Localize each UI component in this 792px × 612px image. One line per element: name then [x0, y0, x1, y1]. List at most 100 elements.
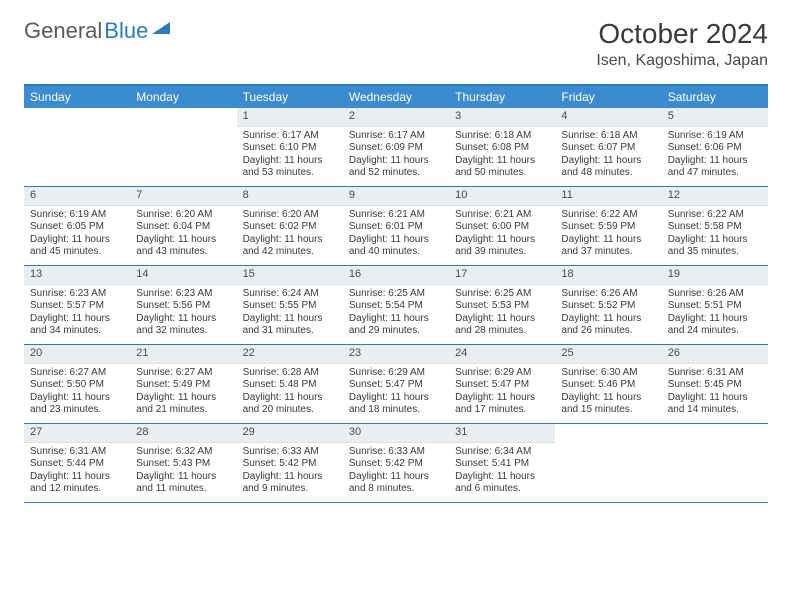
day-header: Wednesday: [343, 86, 449, 108]
day-line: Daylight: 11 hours and 6 minutes.: [455, 471, 549, 496]
day-line: Sunrise: 6:29 AM: [349, 367, 443, 380]
day-body: Sunrise: 6:29 AMSunset: 5:47 PMDaylight:…: [343, 364, 449, 421]
day-line: Daylight: 11 hours and 39 minutes.: [455, 234, 549, 259]
week-row: 6Sunrise: 6:19 AMSunset: 6:05 PMDaylight…: [24, 187, 768, 266]
day-line: Daylight: 11 hours and 9 minutes.: [243, 471, 337, 496]
day-body: Sunrise: 6:24 AMSunset: 5:55 PMDaylight:…: [237, 285, 343, 342]
day-header: Saturday: [662, 86, 768, 108]
day-body: [130, 127, 236, 134]
logo-triangle-icon: [152, 22, 170, 34]
day-header: Tuesday: [237, 86, 343, 108]
calendar-cell: 16Sunrise: 6:25 AMSunset: 5:54 PMDayligh…: [343, 266, 449, 344]
day-line: Daylight: 11 hours and 53 minutes.: [243, 155, 337, 180]
day-line: Sunrise: 6:31 AM: [668, 367, 762, 380]
day-line: Daylight: 11 hours and 34 minutes.: [30, 313, 124, 338]
calendar-cell: 23Sunrise: 6:29 AMSunset: 5:47 PMDayligh…: [343, 345, 449, 423]
day-body: Sunrise: 6:27 AMSunset: 5:50 PMDaylight:…: [24, 364, 130, 421]
day-line: Daylight: 11 hours and 21 minutes.: [136, 392, 230, 417]
day-line: Daylight: 11 hours and 40 minutes.: [349, 234, 443, 259]
week-row: 13Sunrise: 6:23 AMSunset: 5:57 PMDayligh…: [24, 266, 768, 345]
title-block: October 2024 Isen, Kagoshima, Japan: [596, 18, 768, 70]
logo: GeneralBlue: [24, 18, 170, 44]
day-line: Sunset: 5:41 PM: [455, 458, 549, 471]
day-number: 16: [343, 266, 449, 285]
calendar-cell: 1Sunrise: 6:17 AMSunset: 6:10 PMDaylight…: [237, 108, 343, 186]
day-line: Sunrise: 6:19 AM: [30, 209, 124, 222]
day-line: Sunset: 5:42 PM: [349, 458, 443, 471]
day-body: Sunrise: 6:30 AMSunset: 5:46 PMDaylight:…: [555, 364, 661, 421]
day-body: Sunrise: 6:33 AMSunset: 5:42 PMDaylight:…: [237, 443, 343, 500]
day-line: Sunset: 6:05 PM: [30, 221, 124, 234]
day-header: Sunday: [24, 86, 130, 108]
day-number: 8: [237, 187, 343, 206]
day-number: 22: [237, 345, 343, 364]
day-line: Daylight: 11 hours and 43 minutes.: [136, 234, 230, 259]
day-number: 17: [449, 266, 555, 285]
calendar-cell: 10Sunrise: 6:21 AMSunset: 6:00 PMDayligh…: [449, 187, 555, 265]
day-line: Sunrise: 6:23 AM: [30, 288, 124, 301]
day-line: Daylight: 11 hours and 18 minutes.: [349, 392, 443, 417]
day-number: 25: [555, 345, 661, 364]
day-body: Sunrise: 6:23 AMSunset: 5:56 PMDaylight:…: [130, 285, 236, 342]
day-body: [662, 443, 768, 450]
day-line: Sunset: 5:44 PM: [30, 458, 124, 471]
day-number: 27: [24, 424, 130, 443]
calendar-cell: 26Sunrise: 6:31 AMSunset: 5:45 PMDayligh…: [662, 345, 768, 423]
day-line: Daylight: 11 hours and 50 minutes.: [455, 155, 549, 180]
day-number: 2: [343, 108, 449, 127]
calendar-cell: 22Sunrise: 6:28 AMSunset: 5:48 PMDayligh…: [237, 345, 343, 423]
day-body: Sunrise: 6:18 AMSunset: 6:07 PMDaylight:…: [555, 127, 661, 184]
day-body: Sunrise: 6:17 AMSunset: 6:10 PMDaylight:…: [237, 127, 343, 184]
calendar-cell: 11Sunrise: 6:22 AMSunset: 5:59 PMDayligh…: [555, 187, 661, 265]
day-line: Sunrise: 6:23 AM: [136, 288, 230, 301]
day-line: Sunset: 5:46 PM: [561, 379, 655, 392]
day-body: Sunrise: 6:25 AMSunset: 5:54 PMDaylight:…: [343, 285, 449, 342]
day-line: Sunrise: 6:18 AM: [455, 130, 549, 143]
day-line: Daylight: 11 hours and 37 minutes.: [561, 234, 655, 259]
calendar-cell: 2Sunrise: 6:17 AMSunset: 6:09 PMDaylight…: [343, 108, 449, 186]
day-body: Sunrise: 6:31 AMSunset: 5:45 PMDaylight:…: [662, 364, 768, 421]
day-body: Sunrise: 6:28 AMSunset: 5:48 PMDaylight:…: [237, 364, 343, 421]
day-line: Daylight: 11 hours and 15 minutes.: [561, 392, 655, 417]
day-header: Thursday: [449, 86, 555, 108]
day-number: 28: [130, 424, 236, 443]
day-line: Sunset: 5:51 PM: [668, 300, 762, 313]
day-line: Sunrise: 6:18 AM: [561, 130, 655, 143]
day-line: Sunrise: 6:33 AM: [243, 446, 337, 459]
day-body: Sunrise: 6:20 AMSunset: 6:04 PMDaylight:…: [130, 206, 236, 263]
day-number: 30: [343, 424, 449, 443]
day-line: Sunrise: 6:34 AM: [455, 446, 549, 459]
day-body: Sunrise: 6:34 AMSunset: 5:41 PMDaylight:…: [449, 443, 555, 500]
day-body: Sunrise: 6:29 AMSunset: 5:47 PMDaylight:…: [449, 364, 555, 421]
day-header: Friday: [555, 86, 661, 108]
day-line: Daylight: 11 hours and 28 minutes.: [455, 313, 549, 338]
day-line: Sunset: 6:08 PM: [455, 142, 549, 155]
day-number: 18: [555, 266, 661, 285]
calendar-cell: 27Sunrise: 6:31 AMSunset: 5:44 PMDayligh…: [24, 424, 130, 502]
day-line: Sunset: 5:58 PM: [668, 221, 762, 234]
calendar-cell: 24Sunrise: 6:29 AMSunset: 5:47 PMDayligh…: [449, 345, 555, 423]
day-line: Daylight: 11 hours and 20 minutes.: [243, 392, 337, 417]
day-body: Sunrise: 6:19 AMSunset: 6:06 PMDaylight:…: [662, 127, 768, 184]
day-line: Sunrise: 6:33 AM: [349, 446, 443, 459]
page-title: October 2024: [596, 18, 768, 50]
day-line: Sunset: 5:50 PM: [30, 379, 124, 392]
day-number: 5: [662, 108, 768, 127]
day-body: Sunrise: 6:31 AMSunset: 5:44 PMDaylight:…: [24, 443, 130, 500]
day-line: Sunset: 5:53 PM: [455, 300, 549, 313]
day-line: Sunset: 5:49 PM: [136, 379, 230, 392]
calendar-cell: 4Sunrise: 6:18 AMSunset: 6:07 PMDaylight…: [555, 108, 661, 186]
day-line: Sunrise: 6:17 AM: [243, 130, 337, 143]
calendar-cell: 18Sunrise: 6:26 AMSunset: 5:52 PMDayligh…: [555, 266, 661, 344]
day-line: Sunset: 6:01 PM: [349, 221, 443, 234]
day-body: Sunrise: 6:17 AMSunset: 6:09 PMDaylight:…: [343, 127, 449, 184]
day-line: Daylight: 11 hours and 32 minutes.: [136, 313, 230, 338]
day-line: Daylight: 11 hours and 31 minutes.: [243, 313, 337, 338]
day-line: Sunrise: 6:19 AM: [668, 130, 762, 143]
day-body: Sunrise: 6:21 AMSunset: 6:01 PMDaylight:…: [343, 206, 449, 263]
day-line: Sunrise: 6:27 AM: [30, 367, 124, 380]
day-line: Sunrise: 6:26 AM: [668, 288, 762, 301]
day-line: Sunset: 5:48 PM: [243, 379, 337, 392]
day-line: Sunset: 5:43 PM: [136, 458, 230, 471]
day-line: Sunrise: 6:22 AM: [668, 209, 762, 222]
